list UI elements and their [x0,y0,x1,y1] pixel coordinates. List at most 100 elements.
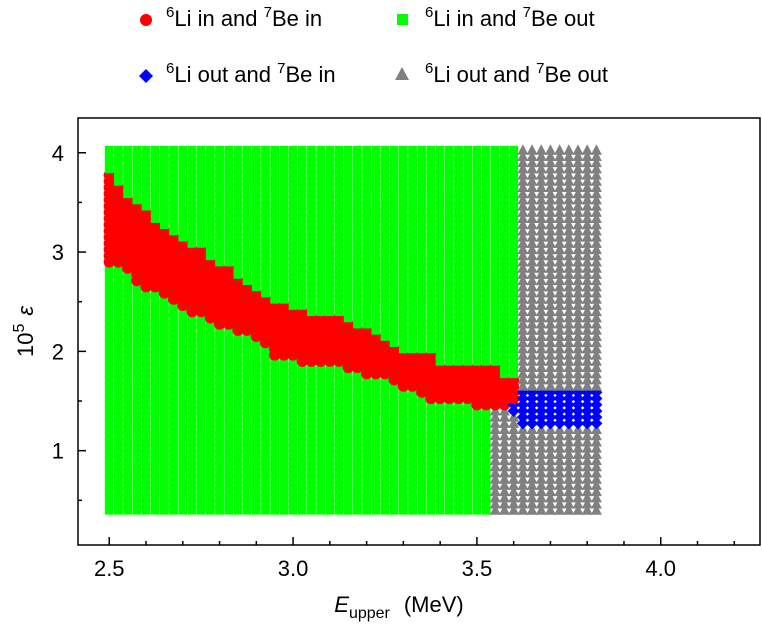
marker-li-in-be-out [270,418,280,428]
marker-li-in-be-out [297,201,307,211]
marker-li-in-be-out [187,226,197,236]
marker-li-in-be-out [334,381,344,391]
marker-li-in-be-out [472,152,482,161]
marker-li-in-be-out [123,481,133,490]
marker-li-out-be-out [535,262,547,273]
marker-li-in-be-out [215,344,224,354]
marker-li-in-be-out [435,325,445,335]
marker-li-in-be-out [444,487,454,497]
marker-li-in-be-out [196,158,206,168]
marker-li-out-be-out [517,150,529,161]
marker-li-in-be-out [481,189,491,199]
marker-li-in-be-out [205,487,215,497]
marker-li-in-be-out [205,245,215,254]
marker-li-in-be-out [389,499,399,509]
marker-li-out-be-out [581,287,593,298]
marker-li-in-be-out [362,505,372,515]
marker-li-in-be-out [233,183,243,192]
marker-li-in-be-out [141,363,151,372]
marker-li-in-be-out [463,319,473,329]
marker-li-in-be-out [297,164,307,174]
marker-li-out-be-out [544,200,556,211]
marker-li-in-be-out [132,307,142,317]
marker-li-in-be-out [408,270,417,279]
marker-li-in-be-out [463,481,473,490]
marker-li-in-be-out [343,201,353,211]
marker-li-in-be-out [141,189,151,199]
marker-li-in-be-out [444,164,454,174]
marker-li-in-be-out [104,282,114,292]
marker-li-in-be-out [371,375,381,385]
marker-li-in-be-out [435,183,445,192]
marker-li-in-be-out [205,369,215,379]
marker-li-in-be-out [279,418,289,428]
marker-li-out-be-out [535,293,547,304]
marker-li-in-be-out [435,170,445,180]
marker-li-out-be-out [489,411,501,422]
marker-li-in-be-out [224,257,234,267]
marker-li-in-be-out [297,263,307,273]
marker-li-out-be-out [590,454,602,466]
marker-li-out-be-in [535,411,548,424]
marker-li-in-be-out [454,170,463,180]
marker-li-in-be-out [187,350,197,360]
marker-li-in-be-out [178,369,188,379]
marker-li-in-be-out [242,456,252,465]
marker-li-in-be-out [307,183,316,192]
marker-li-in-be-out [490,301,500,310]
marker-li-in-be-out [398,276,408,286]
marker-li-in-be-out [417,288,427,298]
marker-li-out-be-out [590,224,602,236]
marker-li-in-be-out [261,158,270,168]
marker-li-in-be-out [426,207,436,217]
marker-li-in-be-out [325,270,335,279]
marker-li-in-be-out [242,207,252,217]
marker-li-in-be-out [408,412,417,422]
marker-li-in-be-out [472,288,482,298]
marker-li-in-be-out [178,356,188,366]
marker-li-in-be-out [224,387,234,397]
marker-li-out-be-out [526,305,538,317]
marker-li-in-be-out [463,505,473,515]
marker-li-out-be-out [517,181,529,193]
marker-li-in-be-out [490,307,500,317]
marker-li-in-be-out [178,164,188,174]
marker-li-in-be-out [224,152,234,161]
marker-li-in-be-out [362,152,372,161]
marker-li-in-be-out [242,176,252,186]
marker-li-in-be-out [279,176,289,186]
marker-li-in-be-out [141,313,151,323]
marker-li-in-be-out [362,282,372,292]
marker-li-out-be-out [526,361,538,372]
marker-li-in-be-out [251,443,261,453]
marker-li-in-be-out [371,307,381,317]
marker-li-in-be-out [426,412,436,422]
marker-li-in-be-out [389,487,399,497]
marker-li-in-be-out [500,170,509,180]
marker-li-in-be-out [490,325,500,335]
marker-li-in-be-out [444,307,454,317]
marker-li-in-be-out [251,462,261,472]
marker-li-out-be-out [544,224,556,236]
marker-li-in-be-out [325,437,335,447]
marker-li-in-be-out [104,499,114,509]
marker-li-in-be-out [123,319,133,329]
marker-li-out-be-out [508,435,520,447]
marker-li-in-be-out [307,220,316,230]
marker-li-out-be-out [590,479,602,490]
marker-li-in-be-out [187,207,197,217]
marker-li-out-be-out [526,175,538,186]
marker-li-in-be-out [417,431,427,441]
y-axis-label: 105ε [11,306,38,357]
marker-li-in-be-out [132,474,142,484]
marker-li-in-be-out [435,164,445,174]
marker-li-out-be-out [544,305,556,317]
marker-li-in-be-out [444,493,454,503]
marker-li-in-be-out [205,214,215,223]
marker-li-out-be-out [517,324,529,335]
marker-li-in-be-out [472,263,482,273]
marker-li-in-be-out [205,375,215,385]
marker-li-out-be-out [508,473,520,484]
marker-li-in-be-out [224,201,234,211]
legend-label: 6Li out and 7Be out [425,60,608,87]
